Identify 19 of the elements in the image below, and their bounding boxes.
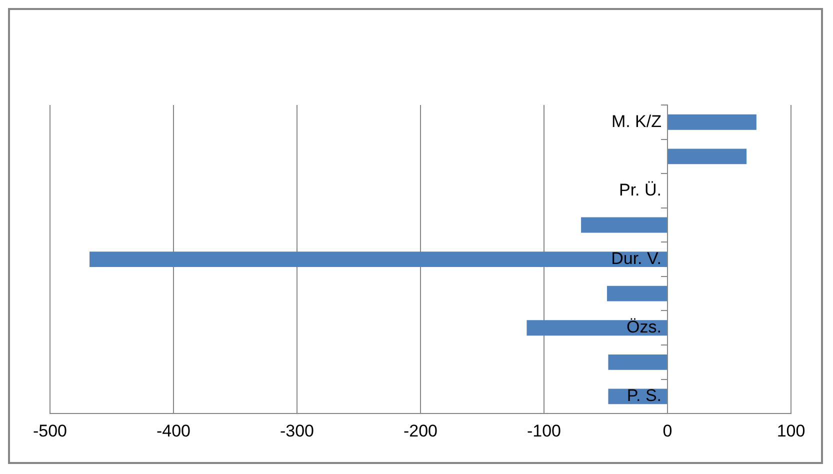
x-tick-label: -100 — [526, 421, 562, 440]
x-tick-label: -500 — [32, 421, 68, 440]
bar — [581, 217, 667, 233]
x-tick-label: -400 — [156, 421, 191, 440]
x-tick-label: -200 — [403, 421, 438, 440]
bar — [526, 320, 667, 336]
y-tick-label: M. K/Z — [611, 112, 662, 131]
x-tick-label: 0 — [662, 421, 672, 440]
bar — [668, 148, 747, 164]
bar — [608, 354, 667, 370]
y-tick-label: Pr. Ü. — [618, 180, 662, 200]
x-tick-label: -300 — [280, 421, 314, 440]
bar — [668, 114, 756, 130]
bar — [90, 252, 667, 268]
y-tick-label: P. S. — [626, 386, 662, 406]
bar — [606, 286, 667, 302]
x-tick-label: 100 — [776, 421, 806, 440]
y-tick-label: Özs. — [626, 318, 662, 337]
y-tick-label: Dur. V. — [611, 248, 662, 268]
